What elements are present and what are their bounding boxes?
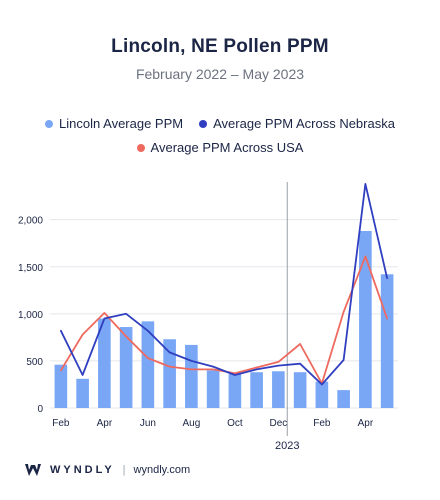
legend-label-usa: Average PPM Across USA	[150, 140, 304, 155]
legend-dot-lincoln	[45, 119, 54, 128]
y-tick-label: 2,000	[18, 216, 43, 227]
bar	[185, 344, 198, 408]
footer: WYNDLY | wyndly.com	[24, 462, 190, 478]
legend-label-lincoln: Lincoln Average PPM	[59, 116, 184, 131]
bar	[141, 321, 155, 408]
bar	[272, 371, 285, 408]
x-tick-label: Feb	[313, 418, 331, 429]
wyndly-logo: WYNDLY	[24, 462, 115, 478]
x-tick-label: Aug	[182, 418, 200, 429]
y-tick-label: 0	[37, 404, 43, 415]
bar	[228, 374, 242, 408]
chart-title: Lincoln, NE Pollen PPM	[111, 36, 329, 57]
bar	[250, 372, 263, 408]
wyndly-w-icon	[25, 464, 41, 476]
bar	[359, 230, 372, 408]
footer-separator: |	[122, 464, 126, 476]
bar	[315, 381, 329, 408]
footer-url[interactable]: wyndly.com	[133, 464, 191, 476]
x-tick-label: Dec	[269, 418, 287, 429]
bar	[76, 378, 89, 408]
x-tick-label: Apr	[97, 418, 113, 429]
legend-row-1: Lincoln Average PPM Average PPM Across N…	[0, 116, 440, 131]
legend-label-nebraska: Average PPM Across Nebraska	[213, 116, 395, 131]
bar	[293, 372, 307, 408]
y-tick-label: 500	[26, 357, 43, 368]
x-tick-label: Oct	[227, 418, 243, 429]
x-tick-label: Jun	[140, 418, 156, 429]
bar	[380, 274, 394, 408]
bar	[163, 339, 176, 408]
legend-item-usa: Average PPM Across USA	[136, 140, 304, 155]
legend-row-2: Average PPM Across USA	[0, 140, 440, 155]
brand-name: WYNDLY	[50, 464, 115, 476]
nebraska-line	[60, 182, 389, 386]
legend-item-nebraska: Average PPM Across Nebraska	[199, 116, 395, 131]
legend-item-lincoln: Lincoln Average PPM	[45, 116, 183, 131]
chart-subtitle: February 2022 – May 2023	[135, 66, 305, 82]
y-tick-label: 1,000	[18, 310, 43, 321]
y-tick-label: 1,500	[18, 263, 43, 274]
bar	[54, 364, 68, 408]
x-tick-label: Feb	[52, 418, 70, 429]
legend-dot-usa	[136, 143, 145, 152]
x-tick-label: Apr	[358, 418, 374, 429]
bar	[119, 327, 133, 408]
bar	[206, 370, 220, 408]
legend-dot-nebraska	[199, 119, 208, 128]
year-label: 2023	[275, 440, 299, 452]
bar	[98, 318, 111, 408]
bar	[337, 390, 350, 408]
